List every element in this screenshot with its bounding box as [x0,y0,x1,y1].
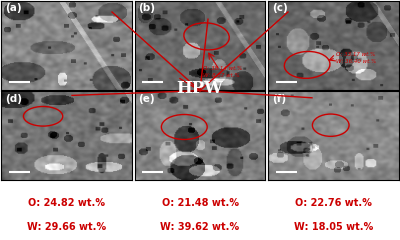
Text: O: 24.82 wt.%: O: 24.82 wt.% [28,198,105,208]
Text: W: 8.57 wt.%: W: 8.57 wt.% [203,73,239,78]
Text: (a): (a) [5,3,22,13]
Text: W: 36.40 wt.%: W: 36.40 wt.% [336,59,376,64]
Text: HPW: HPW [176,80,224,97]
Text: O: 33.17 wt.%: O: 33.17 wt.% [336,52,375,57]
Text: W: 18.05 wt.%: W: 18.05 wt.% [294,222,373,232]
Text: O: 21.48 wt.%: O: 21.48 wt.% [162,198,238,208]
Text: O: 22.76 wt.%: O: 22.76 wt.% [295,198,372,208]
Text: O: 38.14 wt.%: O: 38.14 wt.% [203,66,242,71]
Text: (f): (f) [272,94,286,104]
Text: W: 29.66 wt.%: W: 29.66 wt.% [27,222,106,232]
Text: (e): (e) [138,94,155,104]
Text: (c): (c) [272,3,288,13]
Text: (d): (d) [5,94,22,104]
Text: W: 39.62 wt.%: W: 39.62 wt.% [160,222,240,232]
Text: (b): (b) [138,3,156,13]
